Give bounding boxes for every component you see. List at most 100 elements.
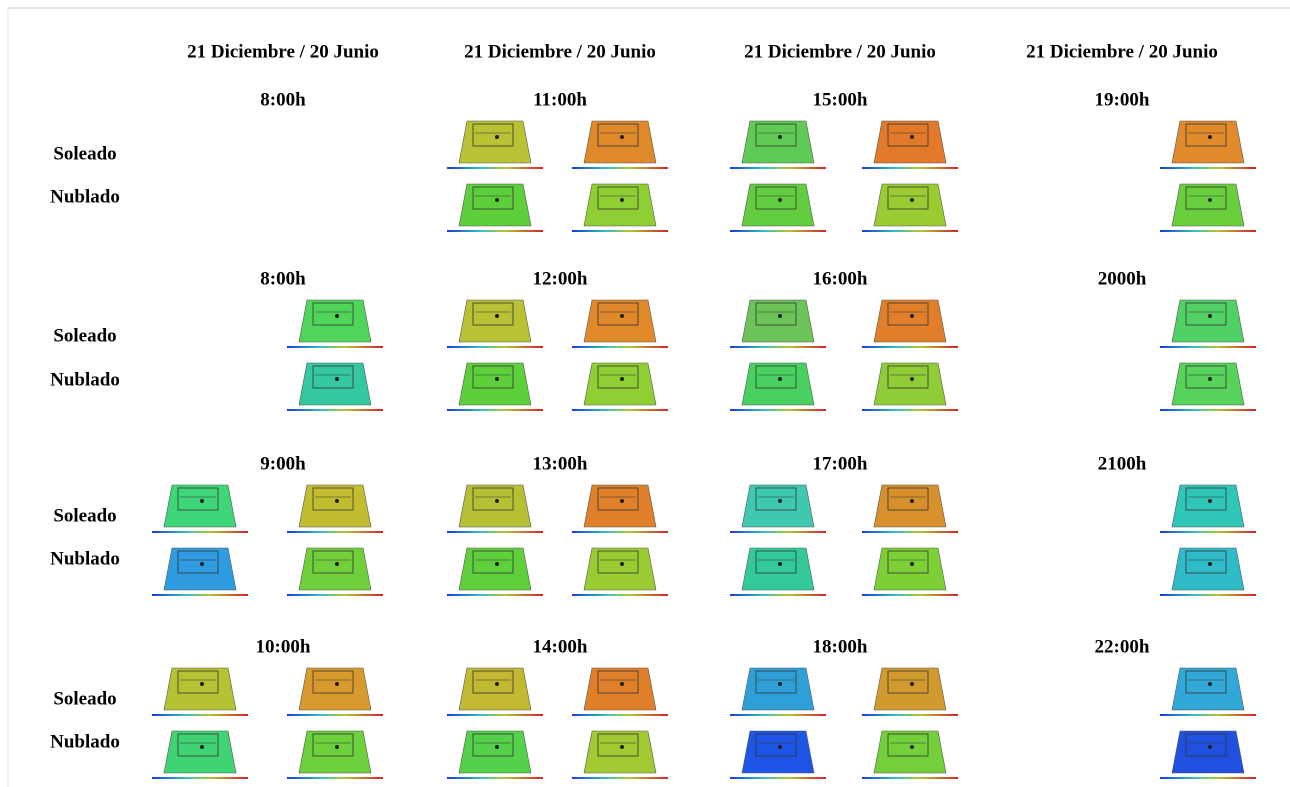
simulation-thumbnail	[730, 547, 826, 596]
thumbnail-color-scale	[862, 167, 958, 169]
simulation-thumbnail	[862, 183, 958, 232]
thumbnail-building	[177, 550, 219, 574]
thumbnail-surface	[458, 730, 532, 774]
thumbnail-surface	[741, 730, 815, 774]
simulation-thumbnail	[1160, 362, 1256, 411]
thumbnail-building	[755, 365, 797, 389]
simulation-thumbnail	[730, 299, 826, 348]
time-label: 11:00h	[533, 89, 587, 110]
thumbnail-color-scale	[447, 531, 543, 533]
thumbnail-building	[312, 487, 354, 511]
thumbnail-detail	[1208, 562, 1212, 566]
simulation-thumbnail	[287, 667, 383, 716]
thumbnail-detail	[778, 562, 782, 566]
thumbnail-color-scale	[287, 531, 383, 533]
thumbnail-color-scale	[447, 346, 543, 348]
thumbnail-color-scale	[152, 714, 248, 716]
thumbnail-color-scale	[287, 346, 383, 348]
thumbnail-detail	[620, 682, 624, 686]
row-label-sunny: Soleado	[53, 505, 116, 526]
thumbnail-surface	[873, 183, 947, 227]
thumbnail-surface	[873, 299, 947, 343]
simulation-thumbnail	[730, 667, 826, 716]
thumbnail-building	[887, 186, 929, 210]
thumbnail-color-scale	[572, 777, 668, 779]
thumbnail-surface	[873, 547, 947, 591]
thumbnail-surface	[458, 299, 532, 343]
thumbnail-detail	[335, 377, 339, 381]
row-label-cloudy: Nublado	[50, 731, 120, 752]
thumbnail-detail	[1208, 499, 1212, 503]
thumbnail-detail	[778, 135, 782, 139]
thumbnail-building	[1185, 365, 1227, 389]
simulation-thumbnail	[862, 547, 958, 596]
thumbnail-color-scale	[287, 777, 383, 779]
thumbnail-building	[312, 733, 354, 757]
simulation-thumbnail	[862, 299, 958, 348]
thumbnail-detail	[1208, 745, 1212, 749]
thumbnail-surface	[163, 730, 237, 774]
thumbnail-detail	[200, 745, 204, 749]
thumbnail-detail	[495, 562, 499, 566]
simulation-thumbnail	[1160, 120, 1256, 169]
thumbnail-color-scale	[447, 777, 543, 779]
simulation-thumbnail	[287, 362, 383, 411]
thumbnail-building	[755, 123, 797, 147]
thumbnail-surface	[583, 547, 657, 591]
simulation-thumbnail	[152, 730, 248, 779]
row-label-sunny: Soleado	[53, 688, 116, 709]
thumbnail-color-scale	[1160, 167, 1256, 169]
thumbnail-surface	[741, 120, 815, 164]
row-label-sunny: Soleado	[53, 325, 116, 346]
thumbnail-surface	[741, 667, 815, 711]
time-label: 19:00h	[1095, 89, 1150, 110]
simulation-thumbnail	[572, 183, 668, 232]
thumbnail-surface	[1171, 183, 1245, 227]
thumbnail-detail	[778, 198, 782, 202]
thumbnail-building	[1185, 487, 1227, 511]
thumbnail-surface	[1171, 362, 1245, 406]
simulation-thumbnail	[1160, 183, 1256, 232]
thumbnail-surface	[163, 484, 237, 528]
thumbnail-detail	[335, 499, 339, 503]
row-label-cloudy: Nublado	[50, 548, 120, 569]
thumbnail-detail	[495, 499, 499, 503]
thumbnail-color-scale	[730, 230, 826, 232]
simulation-thumbnail	[1160, 484, 1256, 533]
thumbnail-building	[472, 550, 514, 574]
simulation-thumbnail	[1160, 730, 1256, 779]
thumbnail-surface	[458, 547, 532, 591]
thumbnail-detail	[620, 562, 624, 566]
thumbnail-surface	[741, 362, 815, 406]
thumbnail-building	[177, 487, 219, 511]
simulation-thumbnail	[152, 484, 248, 533]
thumbnail-detail	[200, 499, 204, 503]
simulation-thumbnail	[447, 299, 543, 348]
simulation-thumbnail	[287, 299, 383, 348]
thumbnail-detail	[1208, 682, 1212, 686]
simulation-thumbnail	[447, 484, 543, 533]
thumbnail-detail	[495, 198, 499, 202]
thumbnail-building	[887, 365, 929, 389]
simulation-thumbnail	[447, 362, 543, 411]
thumbnail-building	[312, 365, 354, 389]
thumbnail-color-scale	[447, 167, 543, 169]
simulation-thumbnail	[152, 547, 248, 596]
thumbnail-detail	[778, 314, 782, 318]
thumbnail-building	[755, 186, 797, 210]
time-label: 17:00h	[813, 453, 868, 474]
thumbnail-color-scale	[572, 167, 668, 169]
simulation-thumbnail	[862, 120, 958, 169]
thumbnail-building	[887, 302, 929, 326]
thumbnail-color-scale	[730, 594, 826, 596]
thumbnail-surface	[873, 120, 947, 164]
thumbnail-detail	[778, 499, 782, 503]
simulation-thumbnail	[730, 484, 826, 533]
thumbnail-color-scale	[730, 531, 826, 533]
thumbnail-building	[597, 487, 639, 511]
thumbnail-building	[472, 365, 514, 389]
thumbnail-detail	[200, 562, 204, 566]
thumbnail-detail	[778, 745, 782, 749]
simulation-thumbnail	[862, 484, 958, 533]
time-label: 8:00h	[260, 268, 306, 289]
